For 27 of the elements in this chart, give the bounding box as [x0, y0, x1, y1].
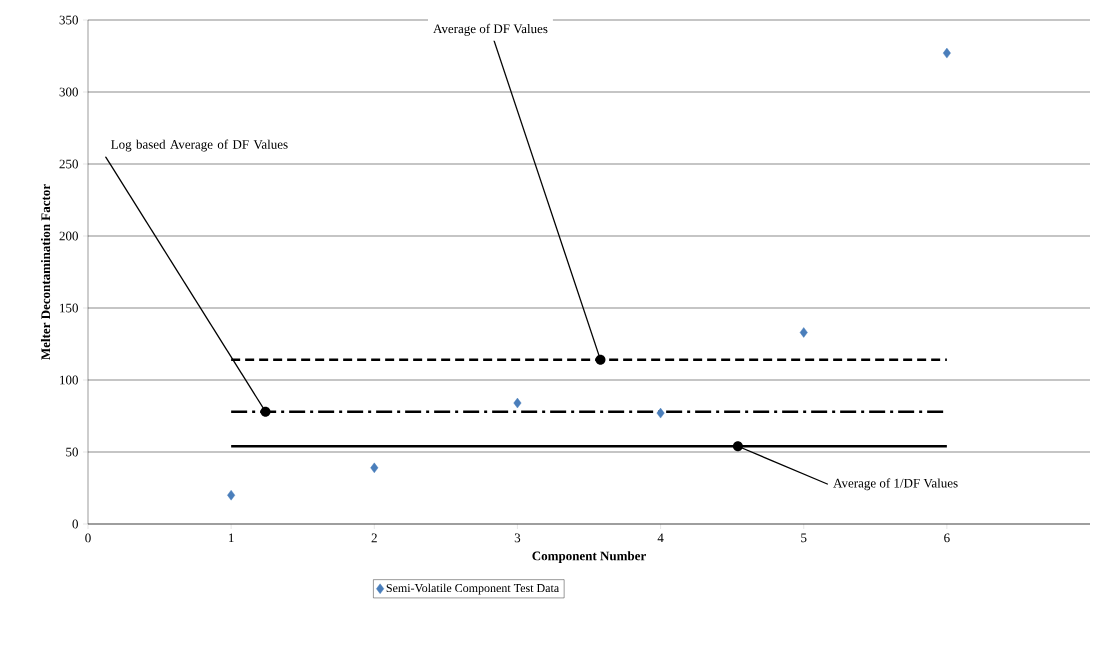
y-tick-label: 200: [59, 231, 78, 241]
point: [656, 407, 665, 419]
y-tick-label: 150: [60, 303, 78, 313]
point: [227, 490, 236, 501]
x-axis-title: Component Number: [532, 551, 646, 563]
x-tick-label: 3: [514, 533, 521, 543]
y-tick-label: 100: [60, 375, 78, 385]
y-axis-title: Melter Decontamination Factor: [40, 184, 51, 360]
annotation: Average of 1/DF Values: [833, 478, 958, 491]
x-tick-label: 0: [85, 533, 91, 543]
y-tick-label: 350: [59, 15, 78, 25]
annotation: Average of DF Values: [433, 23, 548, 36]
legend-label: Semi-Volatile Component Test Data: [386, 583, 559, 595]
y-tick-label: 50: [66, 447, 78, 457]
y-tick-label: 250: [59, 159, 78, 169]
x-tick-label: 4: [657, 533, 664, 543]
x-tick-label: 5: [801, 533, 807, 543]
y-tick-label: 0: [72, 519, 78, 529]
point: [799, 327, 808, 338]
point: [513, 397, 522, 409]
point: [942, 47, 951, 59]
point: [370, 462, 379, 474]
y-tick-label: 300: [59, 87, 78, 97]
annotation: Log based Average of DF Values: [111, 139, 288, 152]
x-tick-label: 1: [229, 533, 234, 543]
x-tick-label: 2: [371, 533, 377, 543]
x-tick-label: 6: [944, 533, 950, 543]
